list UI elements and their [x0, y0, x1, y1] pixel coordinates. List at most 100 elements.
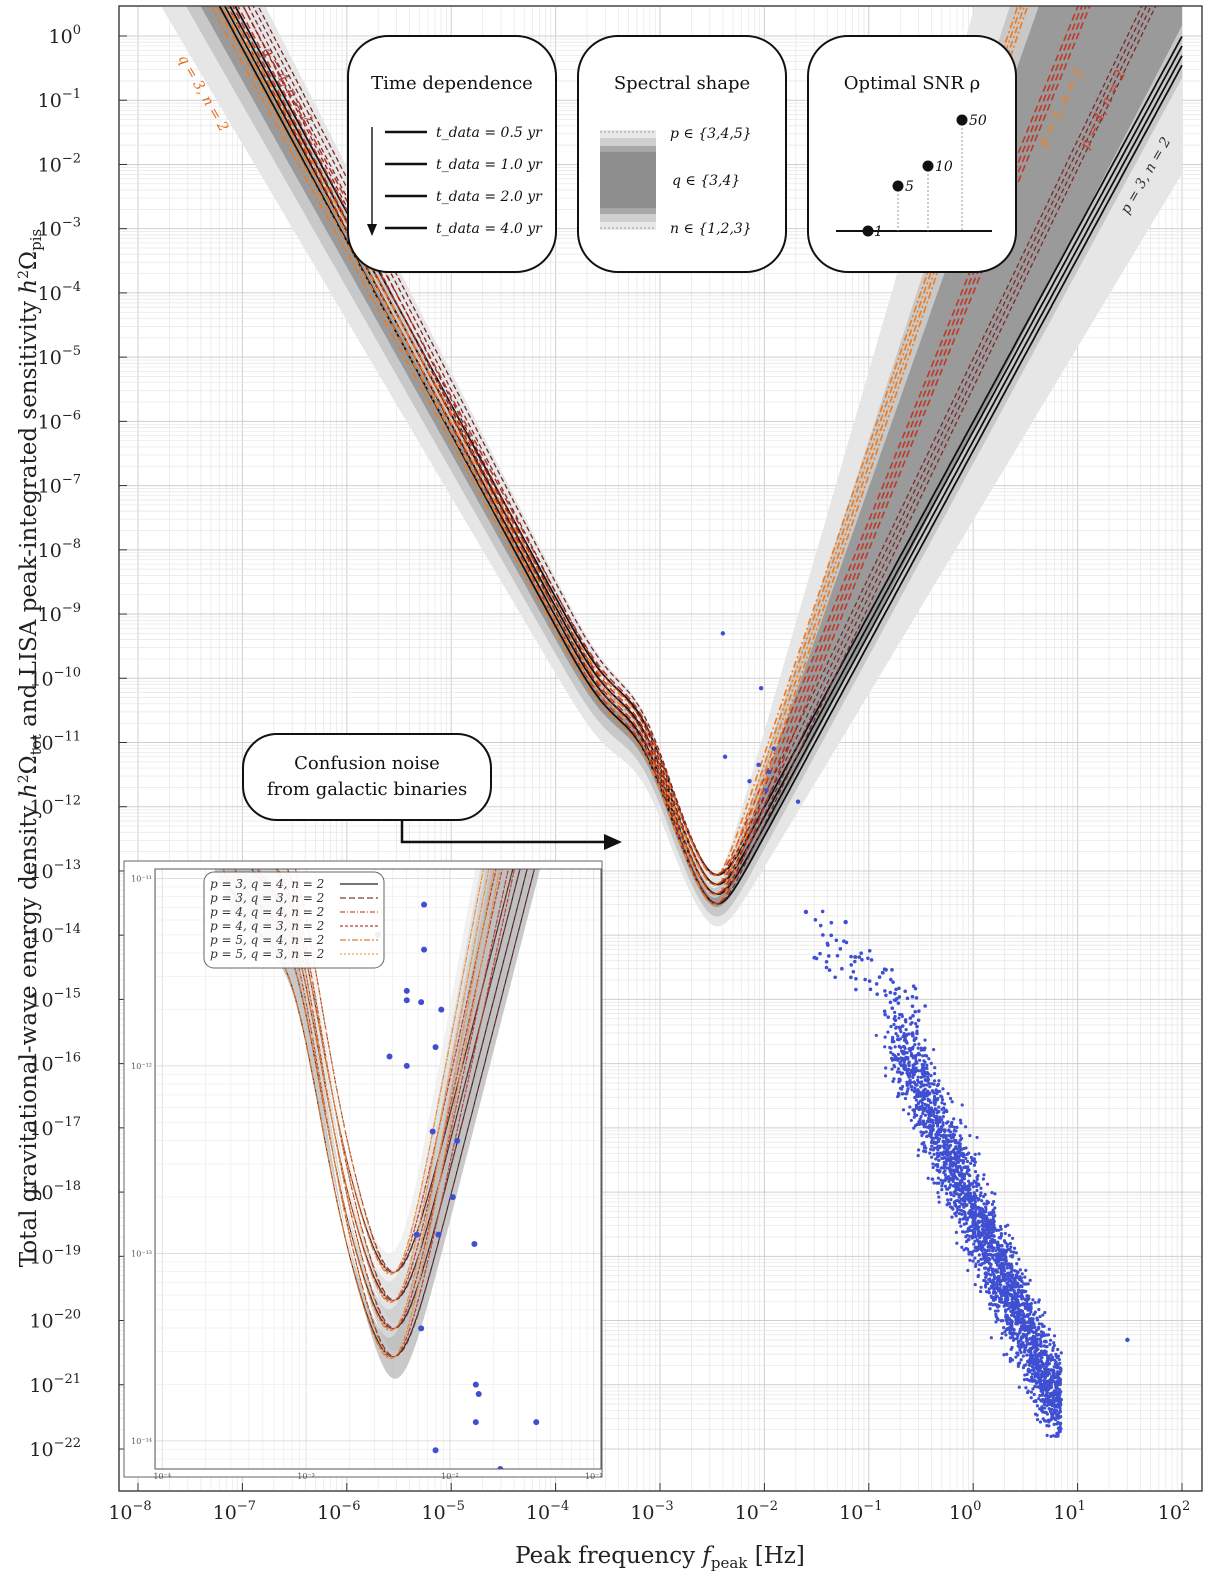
scatter-cloud-point: [945, 1203, 949, 1207]
scatter-cloud-point: [925, 1110, 930, 1114]
scatter-cloud-point: [1057, 1429, 1061, 1433]
scatter-cloud-point: [988, 1252, 992, 1257]
inset-curve-2-1: [250, 869, 503, 1302]
scatter-cloud-point: [946, 1187, 950, 1191]
scatter-cloud-point: [1054, 1417, 1058, 1421]
scatter-cloud-point: [1026, 1324, 1030, 1328]
scatter-cloud-point: [821, 933, 825, 937]
scatter-cloud-point: [960, 1245, 964, 1249]
x-axis-title: Peak frequency fpeak [Hz]: [515, 1543, 805, 1572]
scatter-cloud-point: [1035, 1346, 1039, 1350]
scatter-cloud-point: [1019, 1350, 1023, 1355]
scatter-cloud-point: [943, 1184, 947, 1188]
scatter-cloud-point: [999, 1234, 1003, 1238]
scatter-cloud-point: [1004, 1277, 1009, 1281]
scatter-cloud-point: [944, 1146, 948, 1150]
scatter-cloud-point: [924, 1122, 928, 1126]
sensitivity-curve-2-0: [226, 6, 1019, 877]
scatter-cloud-point: [964, 1193, 968, 1197]
inset-legend-label-3: p = 4, q = 3, n = 2: [210, 919, 324, 933]
scatter-cloud-point: [972, 1163, 976, 1167]
inset-point-11: [454, 1137, 461, 1144]
scatter-cloud-point: [1056, 1426, 1060, 1430]
scatter-cloud-point: [900, 1024, 905, 1028]
scatter-cloud-point: [929, 1106, 933, 1110]
scatter-cloud-point: [924, 1149, 928, 1154]
scatter-cloud-point: [993, 1206, 997, 1210]
inset-curve-5-1: [287, 869, 490, 1302]
scatter-cloud-point: [1014, 1337, 1019, 1341]
scatter-cloud-point: [973, 1169, 978, 1174]
scatter-cloud-point: [920, 1142, 924, 1146]
scatter-cloud-point: [930, 1155, 934, 1159]
scatter-cloud-point: [1042, 1419, 1047, 1423]
scatter-cloud-point: [1058, 1422, 1063, 1426]
inset-y-tick: 10⁻¹¹: [131, 874, 152, 883]
inset-curve-0-1: [250, 869, 521, 1302]
scatter-cloud-point: [992, 1290, 996, 1294]
scatter-cloud-point: [960, 1103, 964, 1107]
scatter-cloud-point: [1027, 1306, 1031, 1310]
scatter-cloud-point: [1042, 1402, 1046, 1407]
scatter-cloud-point: [1015, 1262, 1019, 1266]
scatter-cloud-point: [1038, 1393, 1042, 1398]
scatter-cloud-point: [937, 1137, 942, 1141]
scatter-cloud-point: [868, 987, 873, 992]
scatter-cloud-point: [985, 1199, 989, 1203]
inset-point-19: [472, 1419, 479, 1426]
scatter-cloud-point: [953, 1125, 957, 1129]
scatter-cloud-point: [948, 1169, 952, 1173]
scatter-cloud-point: [1005, 1322, 1010, 1326]
scatter-cloud-point: [1025, 1339, 1029, 1343]
scatter-cloud-point: [1015, 1276, 1019, 1280]
scatter-cloud-point: [958, 1134, 962, 1138]
scatter-cloud-point: [829, 920, 834, 925]
scatter-cloud-point: [1015, 1273, 1019, 1277]
scatter-cloud-point: [922, 1146, 927, 1150]
scatter-cloud-point: [877, 975, 882, 979]
scatter-cloud-point: [973, 1152, 977, 1157]
scatter-cloud-point: [903, 989, 907, 994]
scatter-cloud-point: [940, 1101, 944, 1105]
scatter-cloud-point: [1025, 1332, 1029, 1337]
scatter-cloud-point: [931, 1121, 935, 1125]
scatter-cloud-point: [886, 1030, 890, 1034]
scatter-cloud-point: [1038, 1407, 1042, 1411]
sensitivity-curve-3-1: [252, 6, 1148, 886]
scatter-cloud-point: [991, 1246, 995, 1250]
scatter-cloud-point: [941, 1087, 945, 1091]
scatter-cloud-point: [849, 954, 853, 959]
scatter-cloud-point: [978, 1246, 982, 1250]
scatter-cloud-point: [987, 1211, 991, 1215]
scatter-cloud-point: [923, 1038, 927, 1042]
scatter-cloud-point: [934, 1088, 938, 1092]
scatter-cloud-point: [999, 1232, 1003, 1236]
scatter-cloud-point: [922, 1047, 926, 1052]
scatter-cloud-point: [966, 1247, 970, 1251]
scatter-cloud-point: [1009, 1347, 1013, 1351]
scatter-cloud-point: [890, 1067, 894, 1071]
scatter-point-10: [843, 919, 848, 925]
scatter-cloud-point: [863, 977, 867, 982]
inset-legend: p = 3, q = 4, n = 2p = 3, q = 3, n = 2p …: [203, 871, 385, 969]
scatter-cloud-point: [1017, 1385, 1021, 1389]
scatter-cloud-point: [1005, 1244, 1009, 1248]
scatter-cloud-point: [988, 1265, 992, 1269]
scatter-cloud-point: [1032, 1358, 1037, 1363]
scatter-cloud-point: [1052, 1422, 1056, 1426]
inset-point-5: [438, 1006, 445, 1013]
scatter-cloud-point: [957, 1144, 961, 1148]
tdata-label-1: t_data = 1.0 yr: [436, 157, 543, 173]
scatter-cloud-point: [874, 982, 879, 986]
scatter-cloud-point: [1039, 1330, 1044, 1334]
scatter-cloud-point: [958, 1208, 962, 1212]
snr-5: 5: [905, 179, 914, 195]
scatter-cloud-point: [969, 1155, 973, 1160]
scatter-cloud-point: [1029, 1396, 1033, 1400]
scatter-cloud-point: [1013, 1302, 1017, 1307]
scatter-cloud-point: [932, 1079, 937, 1083]
scatter-cloud-point: [956, 1141, 960, 1145]
scatter-cloud-point: [827, 968, 832, 972]
scatter-cloud-point: [1025, 1320, 1030, 1325]
scatter-cloud-point: [900, 1092, 904, 1096]
